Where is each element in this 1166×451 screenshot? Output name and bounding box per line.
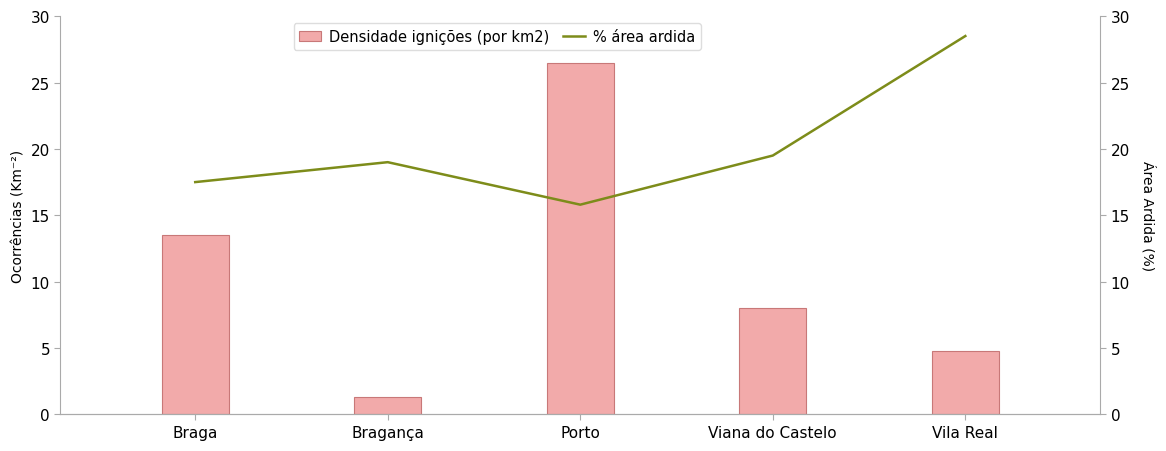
Y-axis label: Área Ardida (%): Área Ardida (%): [1140, 161, 1154, 271]
Y-axis label: Ocorrências (Km⁻²): Ocorrências (Km⁻²): [12, 149, 26, 282]
Bar: [354, 397, 421, 414]
Bar: [739, 308, 807, 414]
Bar: [932, 351, 999, 414]
Bar: [162, 236, 229, 414]
Legend: Densidade ignições (por km2), % área ardida: Densidade ignições (por km2), % área ard…: [294, 24, 701, 51]
Bar: [547, 64, 614, 414]
